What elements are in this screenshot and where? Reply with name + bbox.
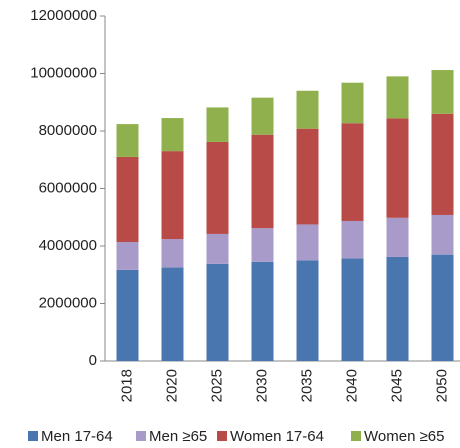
x-tick-label: 2025 [208, 369, 225, 402]
bar-segment [341, 123, 364, 221]
x-tick-label: 2035 [298, 369, 315, 402]
bar-segment [251, 97, 274, 135]
y-tick-label: 0 [89, 352, 97, 369]
bar-segment [386, 217, 409, 257]
bar-segment [341, 220, 364, 259]
legend-label: Women 17-64 [230, 428, 324, 445]
bar-segment [386, 256, 409, 361]
legend-label: Women ≥65 [364, 428, 445, 445]
bar-segment [206, 141, 229, 234]
bar-segment [431, 214, 454, 255]
bar-segment [116, 156, 139, 242]
bar-segment [206, 263, 229, 361]
bar-segment [116, 124, 139, 157]
x-tick-label: 2030 [253, 369, 270, 402]
bar-segment [431, 70, 454, 114]
bar-segment [251, 134, 274, 229]
bar-segment [296, 90, 319, 129]
bar-segment [206, 107, 229, 142]
bar-segment [296, 224, 319, 261]
bar-segment [116, 241, 139, 270]
bar-segment [116, 269, 139, 361]
y-tick-label: 4000000 [39, 237, 97, 254]
bar-segment [161, 151, 184, 240]
bar-segment [296, 128, 319, 225]
y-tick-label: 2000000 [39, 294, 97, 311]
bar-segment [431, 113, 454, 215]
bar-segment [161, 118, 184, 152]
y-tick-label: 12000000 [30, 7, 97, 24]
x-tick-label: 2020 [163, 369, 180, 402]
legend-swatch [217, 431, 227, 441]
bar-segment [161, 267, 184, 361]
bar-segment [386, 76, 409, 119]
bar-segment [251, 261, 274, 361]
legend-label: Men ≥65 [149, 428, 207, 445]
y-tick-label: 10000000 [30, 64, 97, 81]
bar-segment [341, 82, 364, 124]
bar-segment [386, 118, 409, 218]
bar-segment [341, 258, 364, 361]
legend-swatch [136, 431, 146, 441]
x-tick-label: 2050 [433, 369, 450, 402]
x-tick-label: 2018 [118, 369, 135, 402]
legend-label: Men 17-64 [41, 428, 113, 445]
bar-segment [296, 260, 319, 361]
bar-segment [161, 239, 184, 268]
bar-segment [431, 254, 454, 361]
y-tick-label: 6000000 [39, 179, 97, 196]
y-tick-label: 8000000 [39, 122, 97, 139]
x-tick-label: 2045 [388, 369, 405, 402]
legend-swatch [28, 431, 38, 441]
x-tick-label: 2040 [343, 369, 360, 402]
legend-swatch [351, 431, 361, 441]
bar-segment [206, 233, 229, 264]
bar-segment [251, 228, 274, 262]
